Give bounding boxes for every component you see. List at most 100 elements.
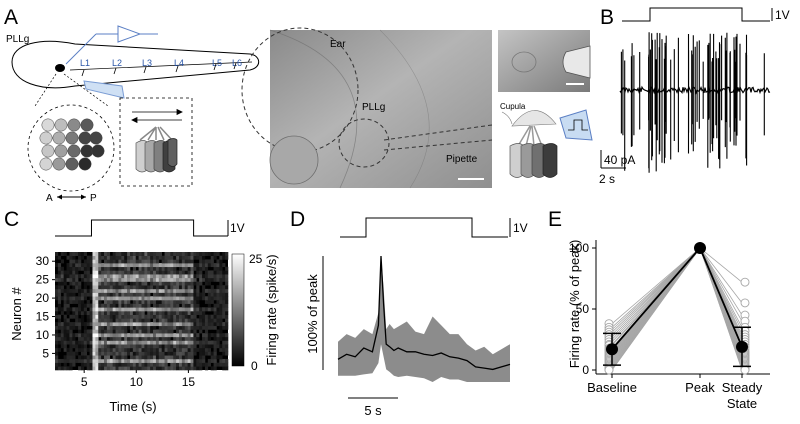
heatmap-cell [86, 277, 90, 282]
heatmap-cell [69, 277, 73, 282]
heatmap-cell [104, 333, 108, 338]
heatmap-cell [104, 336, 108, 341]
heatmap-cell [173, 340, 177, 345]
heatmap-cell [170, 270, 174, 275]
heatmap-cell [167, 347, 171, 352]
pllg-ganglion-dot [55, 64, 65, 72]
heatmap-cell [164, 355, 168, 360]
heatmap-cell [207, 344, 211, 349]
heatmap-cell [124, 322, 128, 327]
ganglion-cell [52, 131, 66, 145]
panel-e-letter: E [548, 208, 562, 231]
ganglion-cell [65, 157, 79, 171]
heatmap-cell [66, 366, 70, 371]
heatmap-cell [158, 358, 162, 363]
heatmap-cell [109, 266, 113, 271]
heatmap-cell [101, 281, 105, 286]
heatmap-cell [127, 266, 131, 271]
heatmap-cell [158, 340, 162, 345]
heatmap-cell [135, 325, 139, 330]
heatmap-cell [101, 266, 105, 271]
heatmap-cell [153, 303, 157, 308]
heatmap-cell [167, 355, 171, 360]
heatmap-cell [219, 288, 223, 293]
heatmap-cell [72, 277, 76, 282]
heatmap-cell [98, 366, 102, 371]
heatmap-cell [202, 277, 206, 282]
heatmap-cell [222, 292, 226, 297]
heatmap-cell [184, 311, 188, 315]
heatmap-cell [112, 303, 116, 308]
heatmap-cell [187, 358, 191, 363]
heatmap-cell [95, 333, 99, 338]
heatmap-cell [158, 277, 162, 282]
heatmap-cell [132, 366, 137, 371]
heatmap-cell [121, 340, 125, 345]
heatmap-cell [55, 255, 59, 260]
heatmap-cell [138, 299, 142, 304]
heatmap-cell [127, 325, 131, 330]
heatmap-cell [187, 281, 191, 286]
heatmap-cell [173, 270, 177, 275]
heatmap-cell [83, 281, 88, 286]
heatmap-cell [225, 344, 229, 349]
heatmap-cell [164, 329, 168, 334]
x-tick-label: 15 [182, 375, 196, 389]
heatmap-cell [104, 351, 108, 356]
heatmap-cell [210, 318, 214, 323]
heatmap-cell [210, 274, 214, 279]
heatmap-cell [178, 255, 183, 260]
heatmap-cell [176, 307, 180, 312]
heatmap-cell [121, 314, 125, 319]
heatmap-cell [104, 307, 108, 312]
heatmap-cell [213, 351, 217, 356]
heatmap-cell [170, 355, 174, 360]
heatmap-cell [147, 299, 151, 304]
heatmap-cell [161, 307, 165, 312]
heatmap-cell [92, 281, 96, 286]
heatmap-cell [115, 311, 119, 315]
heatmap-cell [141, 263, 145, 268]
heatmap-cell [106, 314, 111, 319]
heatmap-cell [129, 362, 134, 367]
heatmap-cell [150, 333, 154, 338]
heatmap-cell [129, 314, 134, 319]
heatmap-cell [132, 285, 137, 290]
heatmap-cell [141, 344, 145, 349]
heatmap-cell [190, 281, 194, 286]
heatmap-cell [222, 347, 226, 352]
heatmap-cell [178, 292, 183, 297]
heatmap-cell [207, 296, 211, 301]
heatmap-cell [112, 270, 116, 275]
y-tick-label: 50 [576, 302, 590, 316]
heatmap-cell [63, 270, 67, 275]
heatmap-cell [89, 263, 93, 268]
heatmap-cell [63, 277, 67, 282]
heatmap-cell [176, 259, 180, 264]
heatmap-cell [150, 362, 154, 367]
heatmap-cell [132, 281, 137, 286]
heatmap-cell [199, 263, 203, 268]
heatmap-cell [95, 336, 99, 341]
heatmap-cell [121, 347, 125, 352]
heatmap-cell [124, 263, 128, 268]
heatmap-cell [204, 288, 209, 293]
heatmap-cell [57, 366, 62, 371]
heatmap-cell [83, 351, 88, 356]
heatmap-cell [213, 314, 217, 319]
heatmap-cell [138, 285, 142, 290]
heatmap-cell [55, 263, 59, 268]
heatmap-cell [144, 355, 148, 360]
heatmap-cell [210, 263, 214, 268]
heatmap-cell [72, 311, 76, 315]
heatmap-cell [164, 362, 168, 367]
heatmap-cell [147, 325, 151, 330]
heatmap-cell [167, 314, 171, 319]
heatmap-cell [196, 288, 200, 293]
heatmap-cell [86, 288, 90, 293]
heatmap-cell [213, 266, 217, 271]
heatmap-cell [202, 351, 206, 356]
heatmap-cell [178, 333, 183, 338]
ganglion-cell [80, 144, 94, 158]
